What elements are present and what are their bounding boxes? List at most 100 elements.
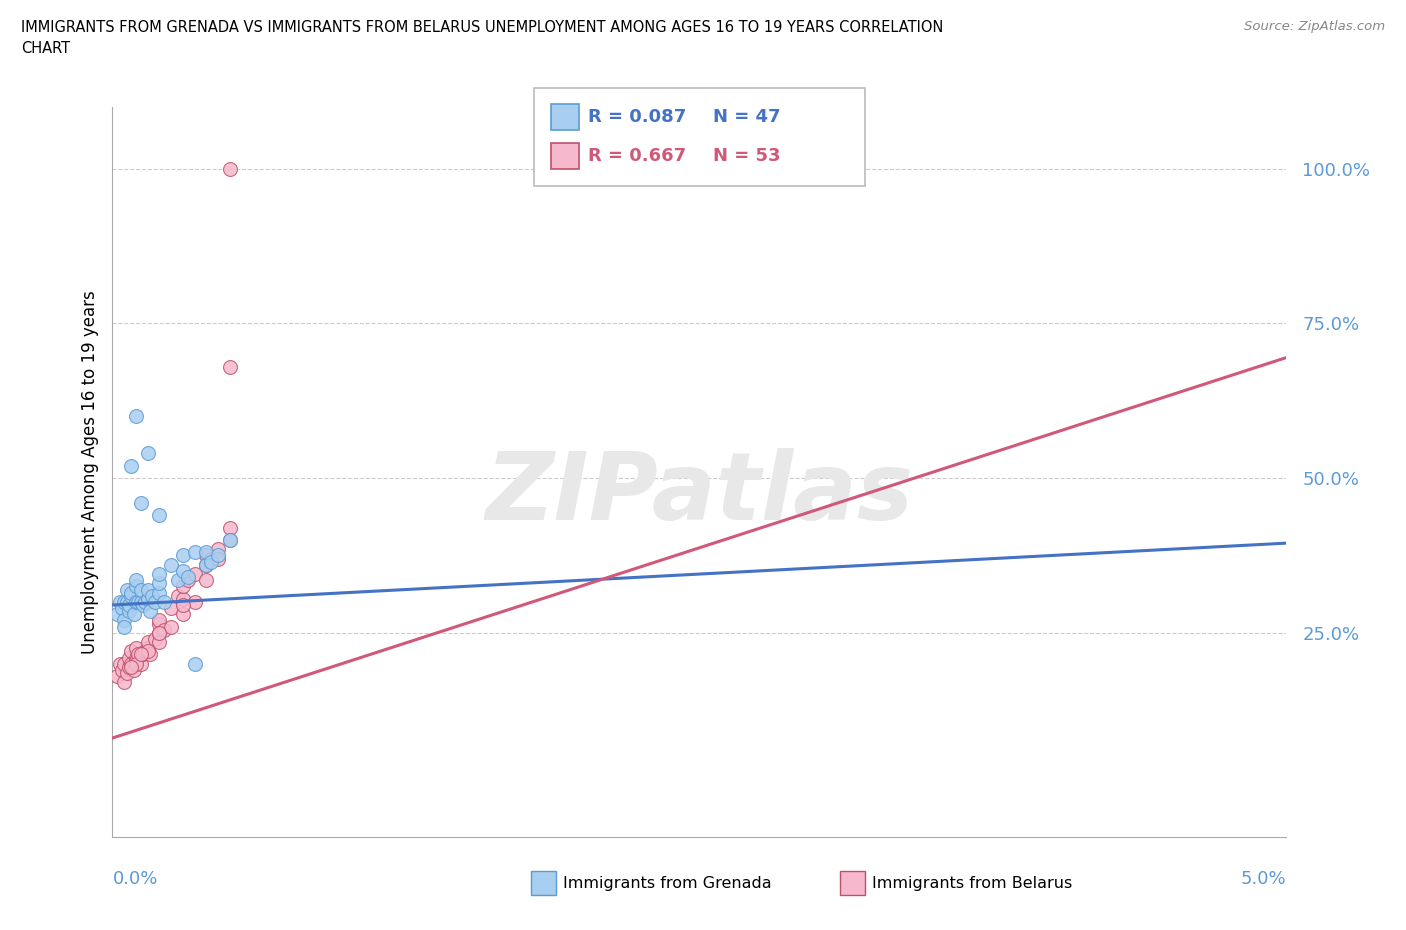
Point: [112, 613, 135, 628]
Point: [148, 616, 170, 631]
Point: [118, 604, 141, 618]
Point: [120, 657, 142, 671]
Y-axis label: Unemployment Among Ages 16 to 19 years: Unemployment Among Ages 16 to 19 years: [80, 290, 98, 654]
Point: [120, 644, 142, 658]
Point: [207, 548, 229, 563]
Point: [195, 573, 218, 588]
Text: 0.0%: 0.0%: [112, 870, 157, 887]
Point: [207, 542, 229, 557]
Point: [172, 579, 194, 594]
Point: [115, 666, 138, 681]
Point: [105, 607, 128, 622]
Point: [219, 520, 242, 535]
Point: [118, 598, 141, 613]
Point: [120, 458, 142, 473]
Point: [183, 657, 205, 671]
Point: [183, 545, 205, 560]
Point: [195, 557, 218, 572]
Text: CHART: CHART: [21, 41, 70, 56]
Point: [200, 551, 222, 566]
Point: [127, 594, 149, 609]
Point: [148, 508, 170, 523]
Point: [115, 594, 138, 609]
Point: [136, 591, 159, 606]
Text: N = 47: N = 47: [713, 108, 780, 126]
Point: [125, 579, 148, 594]
Point: [148, 576, 170, 591]
Point: [148, 625, 170, 640]
Point: [129, 594, 152, 609]
Point: [108, 594, 131, 609]
Point: [148, 613, 170, 628]
Point: [153, 622, 176, 637]
Point: [195, 557, 218, 572]
Point: [160, 619, 183, 634]
Point: [141, 589, 163, 604]
Point: [183, 566, 205, 581]
Point: [143, 594, 166, 609]
Point: [129, 657, 152, 671]
Point: [143, 631, 166, 646]
Point: [125, 657, 148, 671]
Text: R = 0.087: R = 0.087: [588, 108, 686, 126]
Point: [112, 675, 135, 690]
Point: [115, 582, 138, 597]
Text: ZIPatlas: ZIPatlas: [485, 448, 914, 540]
Point: [148, 625, 170, 640]
Point: [112, 594, 135, 609]
Point: [167, 573, 190, 588]
Point: [125, 573, 148, 588]
Point: [160, 557, 183, 572]
Point: [172, 598, 194, 613]
Point: [176, 573, 198, 588]
Point: [195, 545, 218, 560]
Point: [122, 607, 145, 622]
Point: [125, 650, 148, 665]
Point: [172, 564, 194, 578]
Point: [160, 601, 183, 616]
Point: [207, 551, 229, 566]
Point: [127, 647, 149, 662]
Point: [148, 634, 170, 649]
Point: [172, 548, 194, 563]
Point: [111, 662, 134, 677]
Point: [125, 653, 148, 668]
Point: [195, 557, 218, 572]
Text: Source: ZipAtlas.com: Source: ZipAtlas.com: [1244, 20, 1385, 33]
Point: [129, 647, 152, 662]
Point: [136, 582, 159, 597]
Point: [125, 594, 148, 609]
Point: [139, 604, 162, 618]
Point: [148, 566, 170, 581]
Point: [118, 650, 141, 665]
Point: [120, 659, 142, 674]
Point: [105, 669, 128, 684]
Point: [148, 585, 170, 600]
Point: [183, 594, 205, 609]
Point: [219, 162, 242, 177]
Point: [134, 644, 156, 658]
Point: [172, 591, 194, 606]
Point: [167, 589, 190, 604]
Text: 5.0%: 5.0%: [1241, 870, 1286, 887]
Text: Immigrants from Grenada: Immigrants from Grenada: [564, 875, 772, 891]
Point: [134, 594, 156, 609]
Point: [132, 598, 155, 613]
Text: N = 53: N = 53: [713, 147, 780, 166]
Point: [136, 446, 159, 461]
Point: [136, 641, 159, 656]
Text: IMMIGRANTS FROM GRENADA VS IMMIGRANTS FROM BELARUS UNEMPLOYMENT AMONG AGES 16 TO: IMMIGRANTS FROM GRENADA VS IMMIGRANTS FR…: [21, 20, 943, 35]
Point: [172, 607, 194, 622]
Point: [153, 594, 176, 609]
Point: [219, 533, 242, 548]
Point: [120, 585, 142, 600]
Point: [129, 582, 152, 597]
Point: [219, 359, 242, 374]
Point: [132, 647, 155, 662]
Point: [139, 647, 162, 662]
Point: [125, 409, 148, 424]
Point: [219, 533, 242, 548]
Point: [112, 657, 135, 671]
Text: Immigrants from Belarus: Immigrants from Belarus: [873, 875, 1073, 891]
Point: [120, 589, 142, 604]
